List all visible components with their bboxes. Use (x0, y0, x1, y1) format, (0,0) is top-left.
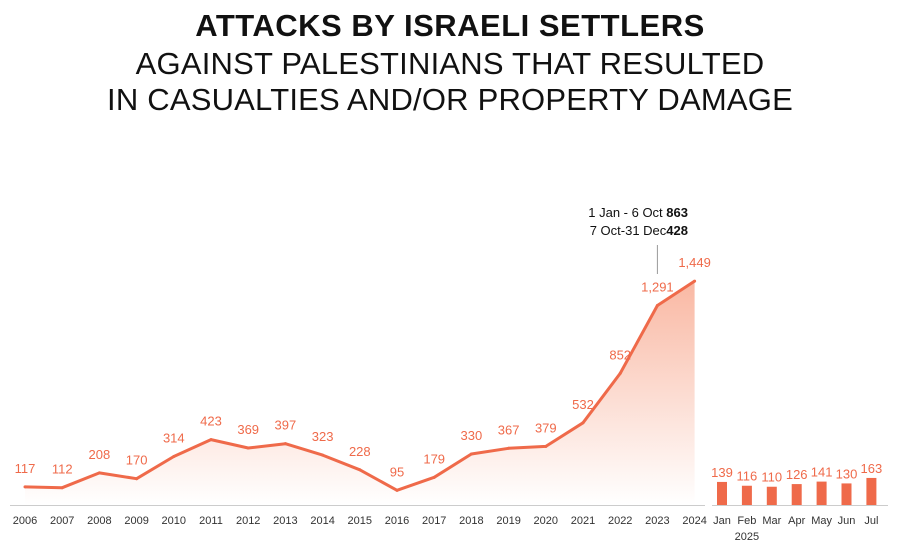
data-point-2018 (469, 452, 473, 456)
value-label-2019: 367 (498, 422, 520, 437)
value-label-2017: 179 (423, 451, 445, 466)
x-tick-2019: 2019 (496, 515, 520, 527)
bar-tick-Jul: Jul (864, 515, 878, 527)
value-label-2012: 369 (237, 422, 259, 437)
x-tick-2009: 2009 (124, 515, 148, 527)
data-point-2013 (283, 442, 287, 446)
data-point-2006 (23, 485, 27, 489)
value-label-2010: 314 (163, 430, 185, 445)
x-tick-2007: 2007 (50, 515, 74, 527)
annotation-line1: 1 Jan - 6 Oct 863 (588, 205, 688, 220)
value-label-2009: 170 (126, 453, 148, 468)
x-tick-2010: 2010 (162, 515, 186, 527)
bar-Jan (717, 481, 727, 505)
data-point-2008 (97, 471, 101, 475)
bar-label-Mar: 110 (761, 470, 782, 485)
x-tick-2023: 2023 (645, 515, 669, 527)
x-tick-2021: 2021 (571, 515, 595, 527)
data-point-2020 (544, 444, 548, 448)
bar-year-label: 2025 (735, 531, 759, 543)
annotation-line2: 7 Oct-31 Dec428 (590, 223, 688, 238)
value-label-2007: 112 (52, 462, 73, 477)
bar-label-Apr: 126 (786, 467, 808, 482)
data-point-2010 (172, 454, 176, 458)
data-point-2019 (507, 446, 511, 450)
bar-tick-Apr: Apr (788, 515, 805, 527)
bar-tick-May: May (811, 515, 832, 527)
chart-subtitle-line2: IN CASUALTIES AND/OR PROPERTY DAMAGE (107, 82, 793, 117)
x-tick-2013: 2013 (273, 515, 297, 527)
x-tick-2022: 2022 (608, 515, 632, 527)
bar-tick-Jan: Jan (713, 515, 731, 527)
bar-Jun (841, 483, 852, 505)
bar-Jul (866, 477, 877, 505)
chart-title: ATTACKS BY ISRAELI SETTLERS (195, 8, 705, 43)
x-tick-2011: 2011 (199, 515, 223, 527)
bar-Apr (791, 484, 802, 505)
value-label-2024: 1,449 (678, 255, 711, 270)
bar-label-Jul: 163 (861, 461, 883, 476)
title-block: ATTACKS BY ISRAELI SETTLERS AGAINST PALE… (0, 6, 900, 118)
x-tick-2016: 2016 (385, 515, 409, 527)
bar-tick-Jun: Jun (838, 515, 856, 527)
value-label-2013: 397 (275, 418, 297, 433)
x-tick-2015: 2015 (348, 515, 372, 527)
bar-tick-Mar: Mar (762, 515, 781, 527)
bar-label-Jan: 139 (711, 465, 733, 480)
data-point-2014 (321, 453, 325, 457)
value-label-2006: 117 (15, 461, 36, 476)
x-tick-2018: 2018 (459, 515, 483, 527)
line-chart: 117 2006 112 2007 208 2008 170 2009 314 2010 423 20… (10, 205, 711, 527)
bar-chart-2025: 139 Jan 116 Feb 110 Mar 126 Apr 141 May 130 Jun 163 J… (711, 461, 888, 543)
data-point-2012 (246, 446, 250, 450)
bar-May (816, 481, 827, 505)
data-point-2023 (655, 304, 659, 308)
bar-Feb (741, 485, 752, 505)
x-tick-2006: 2006 (13, 515, 37, 527)
data-point-2015 (358, 468, 362, 472)
data-point-2016 (395, 488, 399, 492)
data-point-2007 (60, 486, 64, 490)
data-point-2021 (581, 421, 585, 425)
value-label-2020: 379 (535, 420, 557, 435)
data-point-2024 (693, 279, 697, 283)
value-label-2015: 228 (349, 444, 371, 459)
x-tick-2017: 2017 (422, 515, 446, 527)
x-tick-2014: 2014 (310, 515, 334, 527)
data-point-2011 (209, 438, 213, 442)
value-label-2021: 532 (572, 397, 594, 412)
value-label-2011: 423 (200, 414, 222, 429)
value-label-2008: 208 (89, 447, 111, 462)
bar-label-Jun: 130 (836, 466, 858, 481)
bar-Mar (766, 486, 777, 505)
x-tick-2012: 2012 (236, 515, 260, 527)
value-label-2023: 1,291 (641, 280, 674, 295)
bar-tick-Feb: Feb (737, 515, 756, 527)
x-tick-2024: 2024 (682, 515, 706, 527)
bar-label-May: 141 (811, 465, 833, 480)
value-label-2022: 852 (609, 347, 631, 362)
value-label-2018: 330 (461, 428, 483, 443)
bar-label-Feb: 116 (737, 469, 758, 484)
x-tick-2020: 2020 (534, 515, 558, 527)
data-point-2022 (618, 371, 622, 375)
value-label-2014: 323 (312, 429, 334, 444)
x-tick-2008: 2008 (87, 515, 111, 527)
data-point-2009 (135, 477, 139, 481)
chart-subtitle-line1: AGAINST PALESTINIANS THAT RESULTED (135, 46, 765, 81)
data-point-2017 (432, 475, 436, 479)
value-label-2016: 95 (390, 464, 404, 479)
